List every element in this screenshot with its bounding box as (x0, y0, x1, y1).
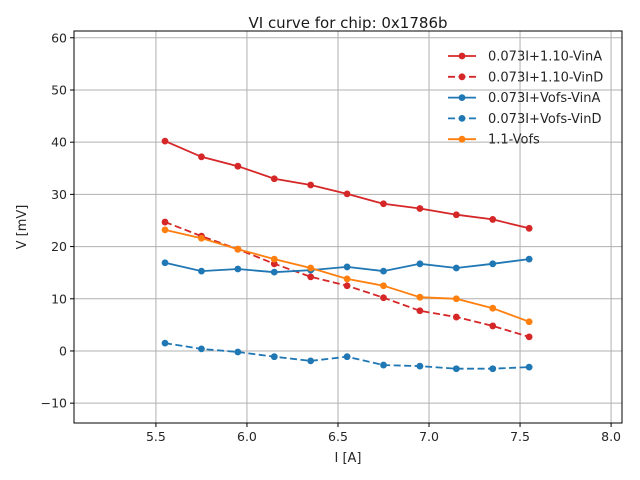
data-point (416, 205, 424, 212)
data-point (525, 318, 533, 326)
data-point (307, 273, 315, 281)
series-3 (161, 339, 533, 373)
y-tick-label: 10 (51, 291, 67, 306)
data-point (416, 260, 424, 268)
data-point (452, 365, 460, 373)
y-tick-label: 50 (51, 82, 67, 97)
legend-label: 0.073I+Vofs-VinD (488, 112, 602, 127)
y-tick-label: 60 (51, 30, 67, 45)
data-point (307, 181, 315, 189)
x-tick-label: 8.0 (601, 429, 621, 444)
data-point (234, 245, 242, 253)
legend-marker (458, 115, 466, 122)
data-point (380, 282, 387, 290)
legend-marker (458, 52, 466, 60)
data-point (380, 294, 387, 302)
data-point (452, 211, 460, 219)
data-point (270, 268, 278, 276)
legend-marker (458, 73, 466, 81)
data-point (161, 226, 169, 234)
data-point (380, 267, 387, 275)
series-4 (161, 226, 533, 326)
chart-title: VI curve for chip: 0x1786b (248, 14, 447, 32)
y-tick-label: 30 (51, 187, 67, 202)
data-point (489, 216, 497, 223)
data-point (343, 282, 351, 290)
data-point (161, 218, 169, 226)
x-tick-label: 6.5 (328, 429, 348, 444)
data-point (307, 264, 315, 272)
data-point (198, 234, 205, 242)
data-point (380, 200, 387, 208)
legend-label: 0.073I+1.10-VinA (488, 50, 602, 65)
legend-marker (458, 94, 466, 101)
data-point (416, 293, 424, 301)
data-point (270, 353, 278, 361)
data-point (525, 255, 533, 263)
axes-frame (73, 30, 623, 424)
x-axis-label: I [A] (334, 451, 361, 466)
legend: 0.073I+1.10-VinA 0.073I+1.10-VinD 0.073I+V… (448, 50, 603, 148)
x-tick-label: 7.0 (419, 429, 439, 444)
data-point (343, 190, 351, 198)
legend-label: 0.073I+Vofs-VinA (488, 91, 601, 106)
x-tick-label: 5.5 (146, 429, 166, 444)
data-point (270, 260, 278, 268)
legend-item: 0.073I+Vofs-VinA (448, 91, 601, 106)
data-point (343, 275, 351, 283)
data-point (525, 224, 533, 232)
y-tick-label: 40 (51, 135, 67, 150)
grid (74, 31, 622, 423)
data-point (270, 175, 278, 183)
legend-item: 0.073I+1.10-VinA (448, 50, 602, 65)
legend-marker (458, 135, 466, 143)
data-point (161, 339, 169, 347)
y-axis-label: V [mV] (15, 205, 30, 250)
data-point (416, 307, 424, 315)
data-point (489, 365, 497, 373)
data-point (198, 345, 205, 353)
series-2 (161, 255, 533, 276)
x-tick-label: 7.5 (510, 429, 530, 444)
data-point (270, 255, 278, 263)
data-point (234, 348, 242, 356)
data-point (343, 263, 351, 271)
data-point (198, 153, 205, 161)
x-axis-ticks: 5.5 6.0 6.5 7.0 7.5 8.0 (146, 423, 621, 444)
legend-label: 1.1-Vofs (488, 133, 540, 148)
data-point (307, 357, 315, 365)
legend-item: 0.073I+Vofs-VinD (448, 112, 602, 127)
data-point (489, 322, 497, 330)
data-point (452, 313, 460, 321)
data-point (525, 363, 533, 371)
legend-item: 1.1-Vofs (448, 133, 540, 148)
data-point (161, 259, 169, 267)
series-line (164, 140, 530, 230)
y-tick-label: −10 (41, 396, 67, 411)
data-point (416, 362, 424, 370)
data-point (525, 333, 533, 341)
data-point (343, 353, 351, 361)
x-tick-label: 6.0 (237, 429, 257, 444)
data-point (380, 361, 387, 369)
legend-item: 0.073I+1.10-VinD (448, 70, 603, 85)
data-point (489, 304, 497, 312)
series-0 (161, 137, 533, 232)
data-point (489, 260, 497, 268)
y-tick-label: 0 (59, 343, 67, 358)
data-point (452, 295, 460, 303)
y-tick-label: 20 (51, 239, 67, 254)
data-point (452, 264, 460, 272)
data-point (198, 267, 205, 275)
legend-label: 0.073I+1.10-VinD (488, 70, 603, 85)
data-point (234, 162, 242, 170)
y-axis-ticks: −10 0 10 20 30 40 50 60 (41, 30, 74, 411)
series-group (161, 137, 533, 373)
data-point (234, 265, 242, 273)
data-point (161, 137, 169, 145)
